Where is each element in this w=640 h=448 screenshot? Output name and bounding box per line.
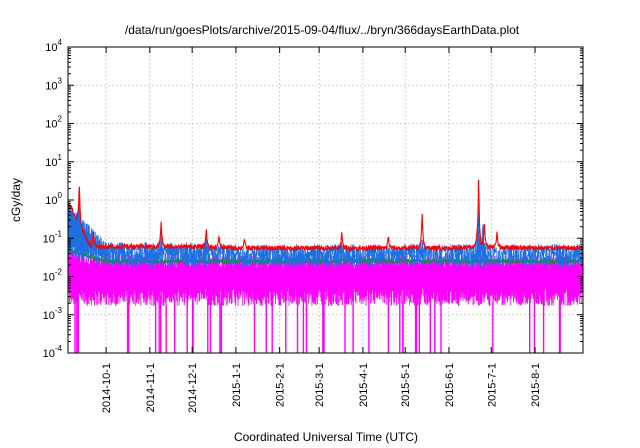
x-axis-label: Coordinated Universal Time (UTC): [234, 430, 418, 444]
series-2: [67, 200, 584, 268]
x-tick-label: 2014-10-1: [101, 363, 113, 413]
series-band: [67, 200, 584, 268]
y-tick-label: 10-4: [43, 344, 63, 360]
x-tick-label: 2015-3-1: [314, 363, 326, 407]
y-tick-label: 103: [45, 76, 62, 92]
series-dropouts: [74, 287, 561, 353]
grid: [68, 46, 583, 354]
y-tick-label: 10-2: [43, 268, 63, 284]
series-layer: [67, 179, 584, 353]
y-tick-label: 102: [45, 115, 62, 131]
x-tick-label: 2014-12-1: [187, 363, 199, 413]
y-tick-label: 10-3: [43, 306, 63, 322]
y-tick-label: 104: [45, 38, 62, 54]
x-tick-label: 2015-6-1: [444, 363, 456, 407]
y-axis: 10-4 10-3 10-2 10-1 100 101 102 103 104: [43, 38, 583, 360]
chart-title: /data/run/goesPlots/archive/2015-09-04/f…: [125, 23, 520, 37]
x-tick-label: 2015-2-1: [275, 363, 287, 407]
x-tick-label: 2015-4-1: [358, 363, 370, 407]
x-tick-label: 2015-5-1: [400, 363, 412, 407]
series-3: [67, 179, 584, 253]
y-tick-label: 10-1: [43, 229, 63, 245]
x-tick-label: 2015-7-1: [486, 363, 498, 407]
y-tick-label: 101: [45, 153, 62, 169]
x-axis: 2014-10-1 2014-11-1 2014-12-1 2015-1-1 2015-…: [101, 47, 542, 413]
x-tick-label: 2014-11-1: [145, 363, 157, 412]
y-tick-label: 100: [45, 191, 62, 207]
series-line: [67, 179, 584, 253]
x-tick-label: 2015-1-1: [231, 363, 243, 407]
y-axis-label: cGy/day: [9, 178, 23, 222]
x-tick-label: 2015-8-1: [530, 363, 542, 407]
